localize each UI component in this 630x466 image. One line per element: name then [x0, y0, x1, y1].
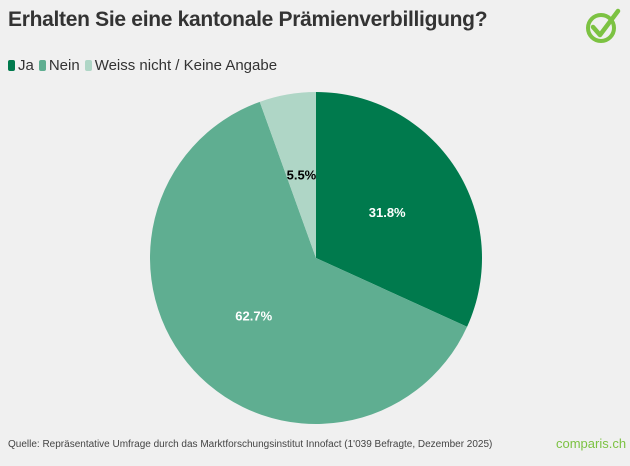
- pie-slice-weiss-nicht-keine-angabe: [259, 92, 316, 258]
- legend-swatch: [84, 60, 92, 71]
- legend-item-weiss-nicht: Weiss nicht / Keine Angabe: [84, 57, 278, 74]
- legend-label: Nein: [48, 57, 80, 74]
- legend: Ja Nein Weiss nicht / Keine Angabe: [8, 57, 282, 74]
- legend-item-ja: Ja: [8, 57, 34, 74]
- chart-title: Erhalten Sie eine kantonale Prämienverbi…: [8, 8, 488, 31]
- source-note: Quelle: Repräsentative Umfrage durch das…: [8, 439, 493, 450]
- brand-logo: comparis.ch: [556, 436, 627, 451]
- legend-label: Ja: [18, 57, 34, 74]
- data-label: 5.5%: [287, 168, 317, 183]
- pie-slice-nein: [150, 101, 468, 424]
- comparis-check-logo-icon: [586, 8, 621, 43]
- data-label: 62.7%: [235, 308, 272, 323]
- legend-item-nein: Nein: [38, 57, 80, 74]
- data-label: 31.8%: [369, 205, 406, 220]
- pie-slice-ja: [316, 92, 482, 327]
- legend-swatch: [38, 60, 46, 71]
- legend-swatch: [8, 60, 15, 71]
- legend-label: Weiss nicht / Keine Angabe: [94, 57, 278, 74]
